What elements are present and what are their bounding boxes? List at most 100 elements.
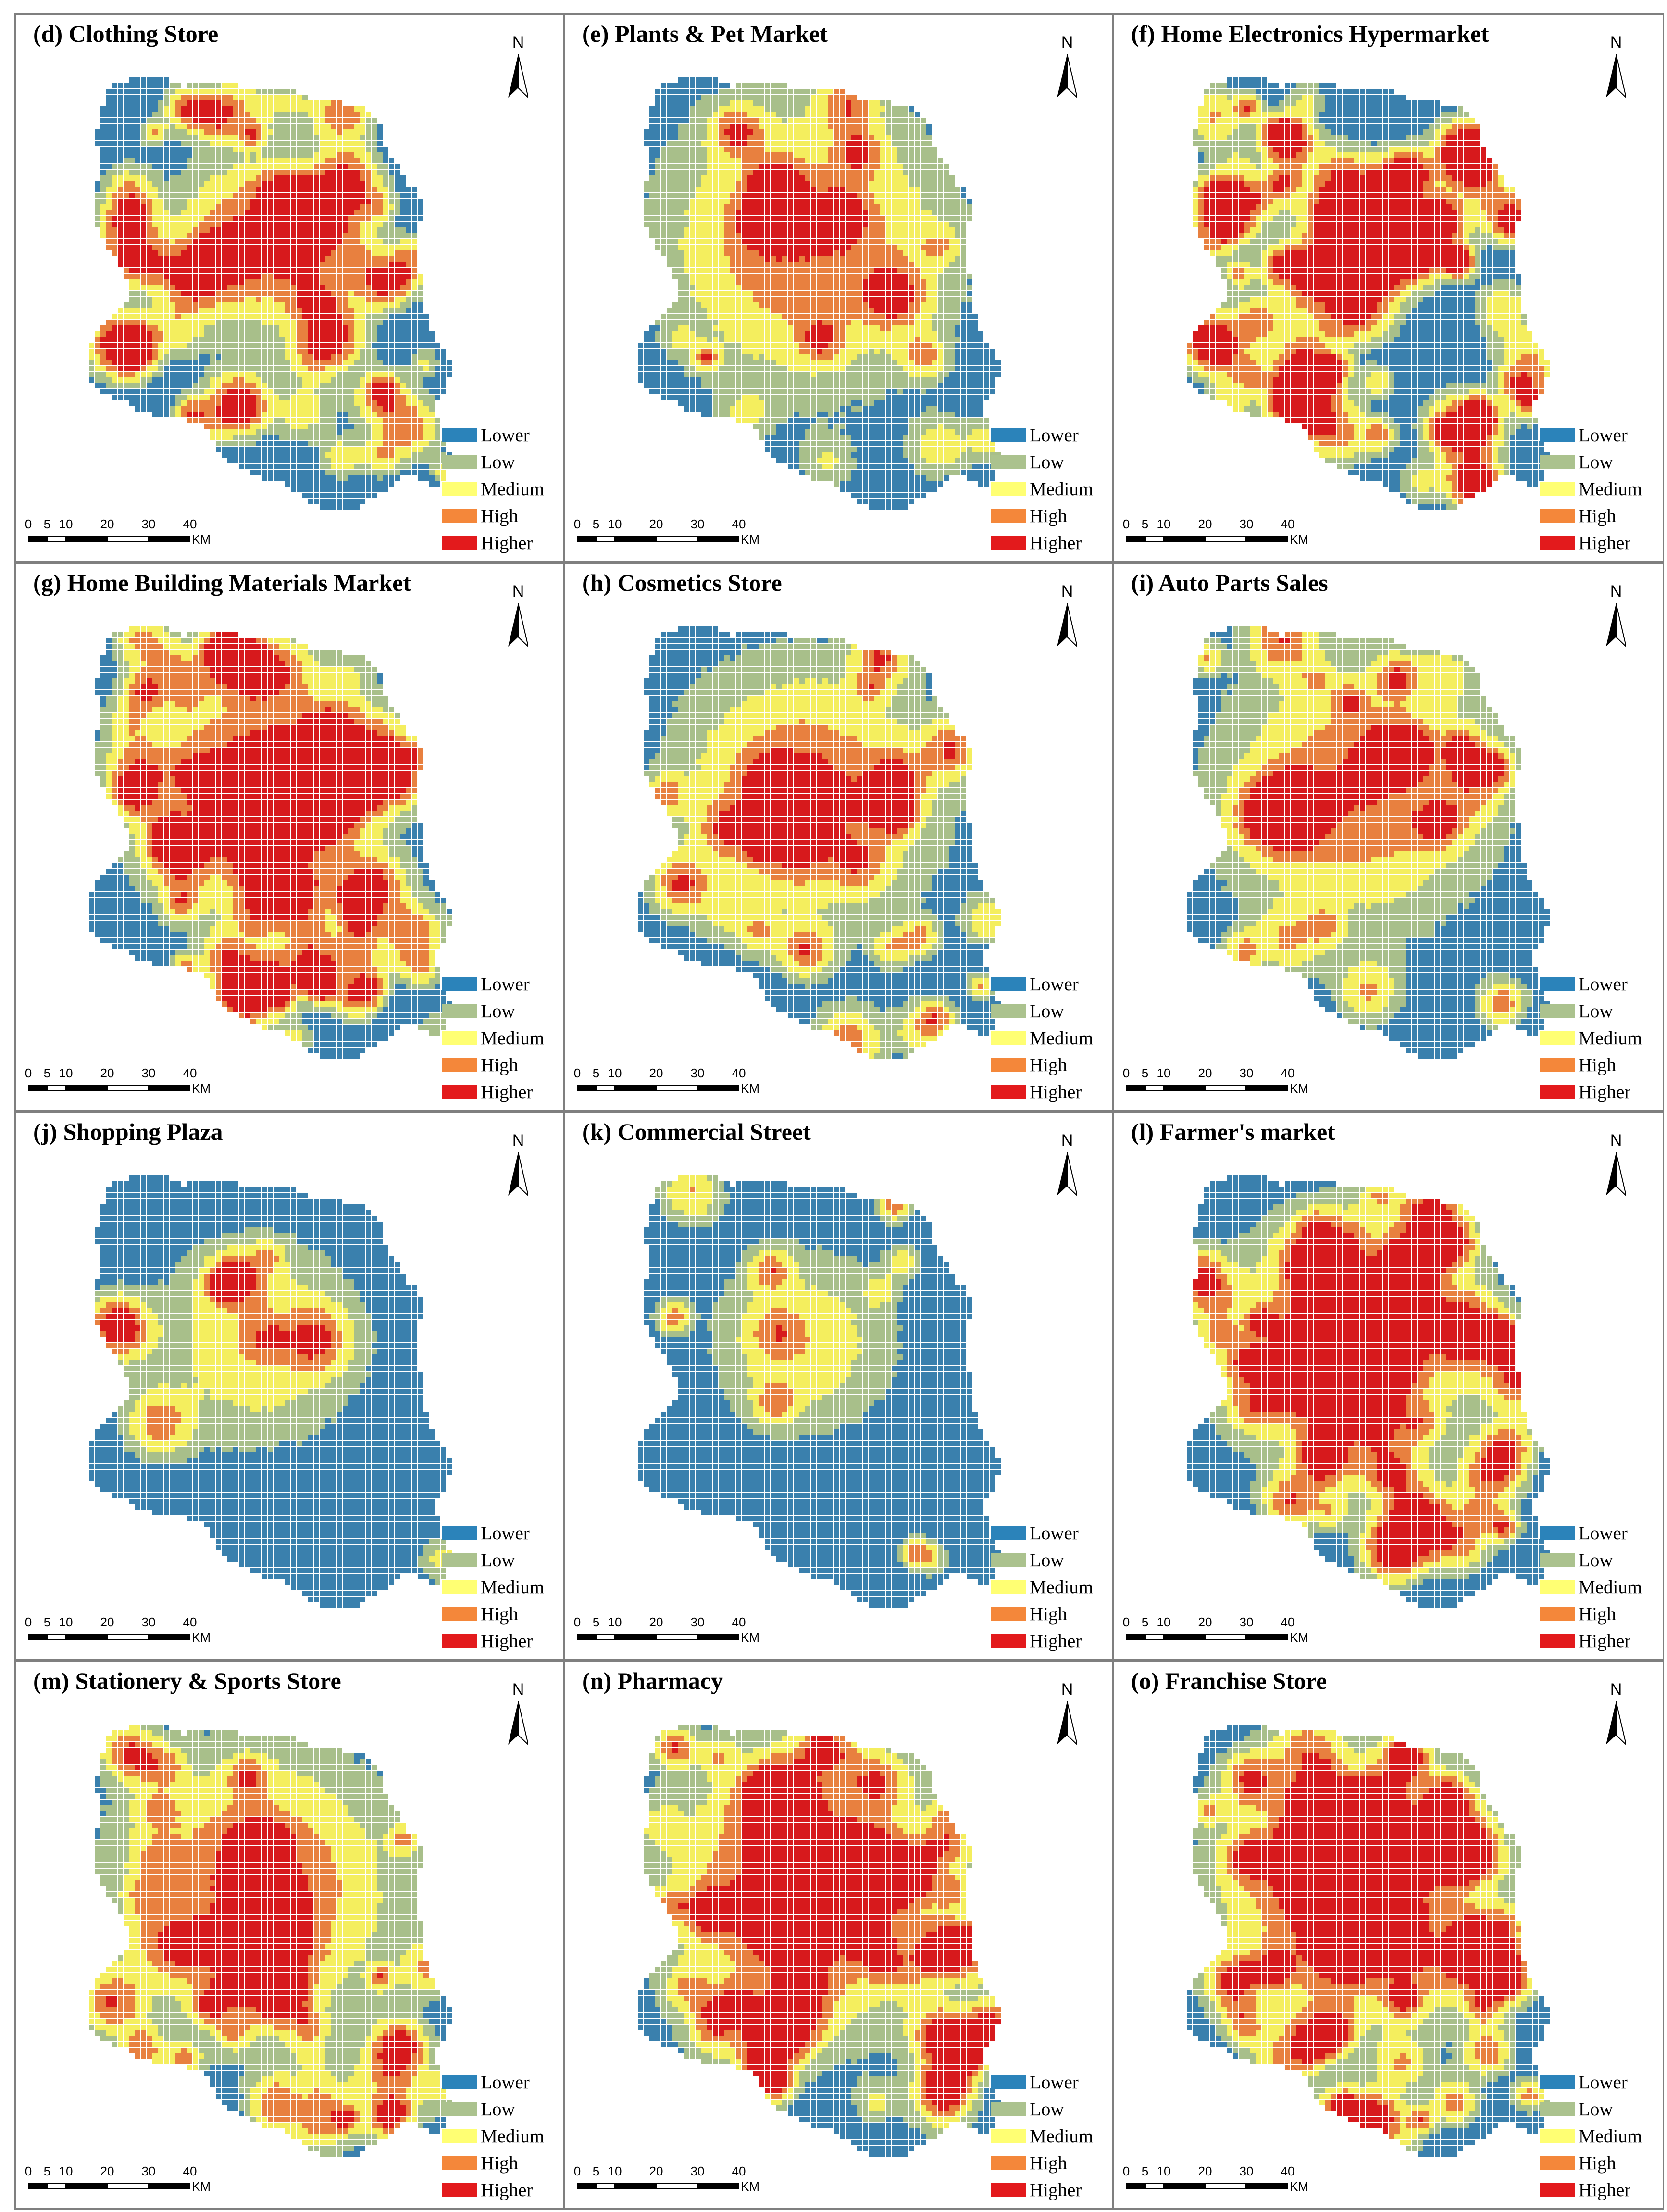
- legend-item: Low: [442, 449, 546, 475]
- legend-item: Low: [442, 998, 546, 1025]
- legend-item: Lower: [442, 1520, 546, 1547]
- legend-label: Low: [481, 451, 515, 473]
- scale-tick-label: 0: [574, 2164, 581, 2179]
- legend-label: High: [1579, 2152, 1616, 2174]
- legend-swatch: [442, 1580, 477, 1594]
- scale-tick-label: 10: [1157, 1615, 1171, 1630]
- scale-bar-segment: [1205, 1085, 1246, 1091]
- scale-unit: KM: [741, 1081, 759, 1096]
- density-cells: [638, 626, 1001, 1059]
- scale-tick-label: 5: [593, 2164, 599, 2179]
- scale-tick-label: 30: [691, 2164, 705, 2179]
- legend-item: Higher: [991, 2176, 1095, 2203]
- legend-swatch: [442, 1553, 477, 1567]
- legend-label: Medium: [481, 2125, 544, 2147]
- scale-tick-label: 30: [691, 1066, 705, 1081]
- panel-title: (k) Commercial Street: [582, 1118, 811, 1146]
- scale-bar-segment: [577, 2183, 596, 2189]
- scale-bar-segment: [66, 536, 107, 542]
- legend-label: Low: [1030, 1000, 1064, 1022]
- scale-tick-label: 30: [142, 517, 156, 532]
- scale-bar-segment: [149, 536, 190, 542]
- legend-label: Medium: [1030, 478, 1093, 500]
- scale-bar-segment: [596, 2183, 615, 2189]
- scale-tick-label: 10: [608, 1066, 622, 1081]
- density-map: [1187, 77, 1550, 510]
- scale-tick-label: 0: [574, 517, 581, 532]
- map-legend: Lower Low Medium High Higher: [991, 422, 1095, 556]
- density-map: [1187, 1175, 1550, 1608]
- scale-tick-label: 5: [593, 517, 599, 532]
- scale-bar-segment: [47, 1085, 66, 1091]
- legend-item: High: [991, 2150, 1095, 2176]
- panel-title: (j) Shopping Plaza: [33, 1118, 223, 1146]
- scale-tick-label: 40: [732, 517, 746, 532]
- legend-item: Low: [1540, 998, 1643, 1025]
- panel-title: (e) Plants & Pet Market: [582, 20, 828, 48]
- scale-bar-segment: [577, 1634, 596, 1640]
- north-arrow-icon: N: [1050, 33, 1084, 105]
- legend-item: Higher: [442, 1627, 546, 1654]
- scale-tick-label: 0: [1123, 1615, 1130, 1630]
- map-panel: (i) Auto Parts Sales N Lower Low Medium High H…: [1112, 562, 1664, 1112]
- density-cells: [89, 1175, 452, 1608]
- legend-item: Low: [991, 2096, 1095, 2123]
- legend-item: Lower: [991, 2069, 1095, 2096]
- scale-bar-segment: [1126, 1085, 1145, 1091]
- legend-swatch: [1540, 977, 1575, 991]
- legend-item: High: [991, 502, 1095, 529]
- scale-bar-segment: [656, 1634, 697, 1640]
- scale-tick-label: 20: [1198, 1066, 1212, 1081]
- legend-item: Low: [991, 998, 1095, 1025]
- scale-tick-label: 40: [1281, 1615, 1295, 1630]
- legend-item: Medium: [1540, 2123, 1643, 2150]
- north-label: N: [501, 1680, 535, 1699]
- legend-item: Lower: [442, 2069, 546, 2096]
- panel-title: (n) Pharmacy: [582, 1667, 723, 1695]
- legend-item: Medium: [442, 475, 546, 502]
- scale-bar: 0 5 10 20 30 40 KM: [574, 517, 844, 555]
- panel-title: (l) Farmer's market: [1131, 1118, 1335, 1146]
- scale-bar-segment: [697, 2183, 739, 2189]
- scale-bar-segment: [66, 1634, 107, 1640]
- scale-tick-label: 20: [1198, 517, 1212, 532]
- scale-tick-label: 5: [44, 1066, 50, 1081]
- density-map: [89, 77, 452, 510]
- legend-item: Lower: [1540, 971, 1643, 998]
- legend-swatch: [1540, 1526, 1575, 1540]
- density-map: [638, 1175, 1001, 1608]
- legend-swatch: [442, 1085, 477, 1099]
- scale-unit: KM: [741, 532, 759, 547]
- legend-swatch: [1540, 509, 1575, 523]
- scale-bar-segment: [1246, 2183, 1288, 2189]
- scale-tick-label: 5: [593, 1066, 599, 1081]
- legend-label: Higher: [481, 1081, 533, 1103]
- density-map: [638, 1725, 1001, 2157]
- legend-swatch: [991, 977, 1026, 991]
- map-legend: Lower Low Medium High Higher: [442, 971, 546, 1105]
- panel-title: (h) Cosmetics Store: [582, 569, 782, 597]
- scale-unit: KM: [741, 2179, 759, 2194]
- legend-item: Higher: [991, 1627, 1095, 1654]
- legend-item: High: [1540, 2150, 1643, 2176]
- legend-item: Higher: [1540, 2176, 1643, 2203]
- legend-swatch: [442, 509, 477, 523]
- legend-swatch: [991, 482, 1026, 496]
- scale-tick-label: 40: [183, 517, 197, 532]
- scale-tick-label: 0: [25, 1615, 32, 1630]
- legend-label: High: [481, 2152, 518, 2174]
- legend-swatch: [991, 1004, 1026, 1018]
- scale-unit: KM: [192, 2179, 211, 2194]
- legend-swatch: [991, 1634, 1026, 1648]
- density-cells: [1187, 77, 1550, 510]
- scale-bar-segment: [656, 2183, 697, 2189]
- scale-bar-segment: [66, 1085, 107, 1091]
- legend-swatch: [442, 2156, 477, 2170]
- legend-label: Lower: [481, 1523, 530, 1544]
- scale-bar-segment: [697, 536, 739, 542]
- legend-label: Low: [1030, 1550, 1064, 1571]
- legend-swatch: [991, 509, 1026, 523]
- map-panel: (f) Home Electronics Hypermarket N Lower Lo…: [1112, 13, 1664, 562]
- legend-label: Lower: [1579, 425, 1628, 446]
- legend-swatch: [1540, 2183, 1575, 2197]
